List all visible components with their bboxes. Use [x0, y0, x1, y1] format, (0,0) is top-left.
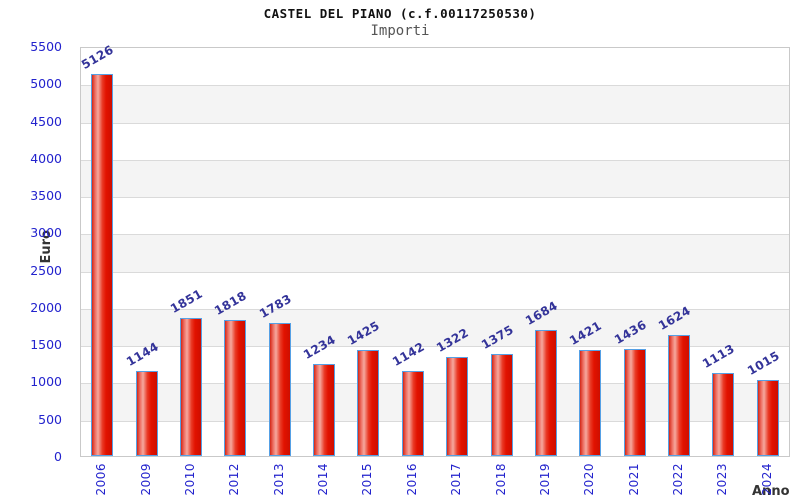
grid-line [81, 271, 789, 273]
grid-line [81, 85, 789, 87]
y-tick-label: 3500 [30, 188, 62, 204]
bar [579, 350, 602, 456]
y-tick-label: 4000 [30, 150, 62, 166]
grid-line [81, 122, 789, 124]
bar [224, 320, 247, 456]
grid-band [81, 85, 789, 123]
grid-line [81, 420, 789, 422]
grid-band [81, 48, 789, 85]
grid-line [81, 346, 789, 348]
bar [623, 348, 646, 456]
x-tick-label: 2023 [715, 463, 730, 496]
bar [268, 323, 291, 456]
x-tick-label: 2014 [316, 463, 331, 496]
x-tick-label: 2021 [626, 463, 641, 496]
y-tick-label: 0 [54, 449, 62, 464]
grid-band [81, 197, 789, 234]
x-axis-title: Anno [752, 484, 790, 499]
bar [179, 318, 202, 456]
y-tick-label: 3000 [30, 225, 62, 241]
x-tick-label: 2015 [360, 463, 375, 496]
y-tick-label: 2500 [30, 262, 62, 278]
grid-band [81, 234, 789, 272]
chart-subtitle: Importi [370, 23, 430, 39]
bar [91, 73, 114, 456]
x-tick-label: 2010 [182, 463, 197, 496]
bar [357, 349, 380, 456]
x-tick-label: 2022 [671, 463, 686, 496]
x-tick-label: 2009 [138, 463, 153, 496]
plot-area [80, 47, 790, 457]
grid-band [81, 159, 789, 198]
x-tick-label: 2020 [582, 463, 597, 496]
bar [135, 370, 158, 456]
grid-line [81, 197, 789, 199]
bar [490, 353, 513, 456]
grid-line [81, 234, 789, 236]
chart-title: CASTEL DEL PIANO (c.f.00117250530) [263, 6, 537, 21]
grid-line [81, 383, 789, 385]
x-tick-label: 2017 [449, 463, 464, 496]
y-tick-label: 1000 [30, 374, 62, 390]
bar [446, 357, 469, 456]
bar [313, 364, 336, 456]
x-tick-label: 2024 [759, 463, 774, 496]
x-tick-label: 2019 [537, 463, 552, 496]
bar [534, 330, 557, 456]
bar [756, 380, 779, 456]
grid-line [81, 159, 789, 161]
y-tick-label: 1500 [30, 337, 62, 353]
grid-band [81, 123, 789, 160]
bar [668, 334, 691, 456]
x-tick-label: 2018 [493, 463, 508, 496]
x-tick-label: 2012 [227, 463, 242, 496]
bar [712, 373, 735, 456]
y-tick-label: 500 [38, 411, 62, 427]
x-tick-label: 2016 [404, 463, 419, 496]
y-tick-label: 2000 [30, 299, 62, 315]
y-tick-label: 5500 [30, 39, 62, 54]
grid-line [81, 308, 789, 310]
x-tick-label: 2013 [271, 463, 286, 496]
bar [401, 370, 424, 456]
y-tick-label: 5000 [30, 76, 62, 92]
y-tick-label: 4500 [30, 113, 62, 129]
x-tick-label: 2006 [94, 463, 109, 496]
